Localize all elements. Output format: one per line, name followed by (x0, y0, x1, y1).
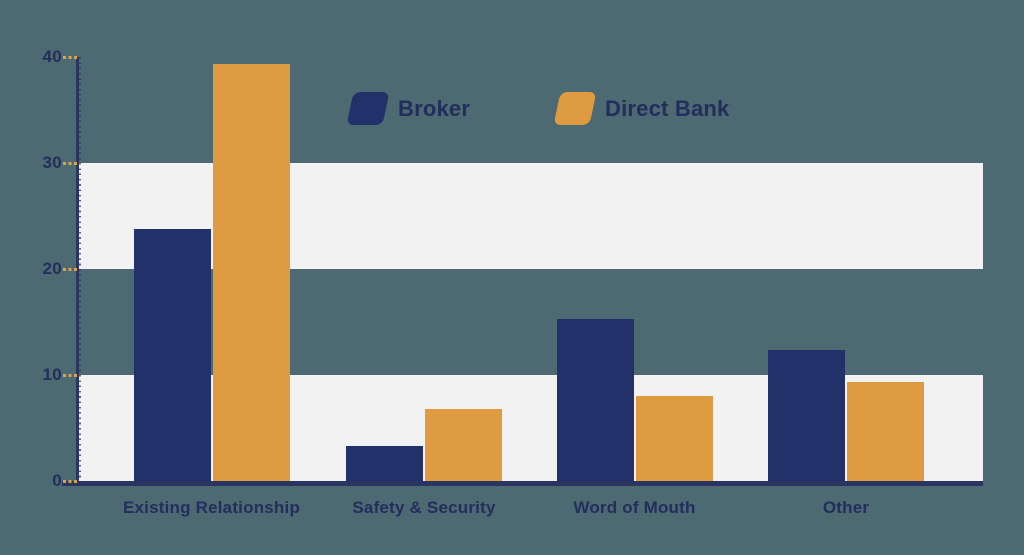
bar-direct-bank-existing-relationship (212, 64, 290, 481)
x-axis-line (62, 481, 983, 486)
x-axis-label-other: Other (822, 498, 870, 517)
y-tick-label: 40 (42, 47, 62, 66)
bar-broker-safety-security (346, 446, 423, 481)
bar-broker-word-of-mouth (556, 318, 634, 481)
x-axis-label-word-of-mouth: Word of Mouth (573, 498, 696, 517)
legend-item-direct-bank: Direct Bank (553, 92, 730, 125)
bar-direct-bank-word-of-mouth (635, 396, 713, 481)
legend-label-broker: Broker (398, 95, 471, 121)
y-tick-label: 0 (52, 471, 62, 490)
legend-item-broker: Broker (346, 92, 471, 125)
y-tick-label: 20 (42, 259, 62, 278)
y-tick-mark (63, 55, 78, 59)
legend-swatch-broker (346, 92, 390, 125)
bar-direct-bank-other (847, 382, 924, 481)
y-axis-line (76, 57, 79, 484)
y-axis-minor-ticks (79, 57, 81, 481)
y-tick-mark (63, 479, 78, 483)
y-tick-label: 30 (42, 153, 62, 172)
y-tick-mark (63, 161, 78, 165)
legend-label-direct-bank: Direct Bank (605, 95, 730, 121)
bar-direct-bank-safety-security (425, 408, 502, 481)
y-tick-mark (63, 267, 78, 271)
y-tick-label: 10 (42, 365, 62, 384)
x-axis-label-safety-security: Safety & Security (352, 498, 496, 517)
x-axis-label-existing-relationship: Existing Relationship (122, 498, 301, 517)
legend-swatch-direct-bank (553, 92, 597, 125)
bar-broker-other (768, 349, 845, 481)
y-tick-mark (63, 373, 78, 377)
bar-broker-existing-relationship (133, 228, 211, 481)
